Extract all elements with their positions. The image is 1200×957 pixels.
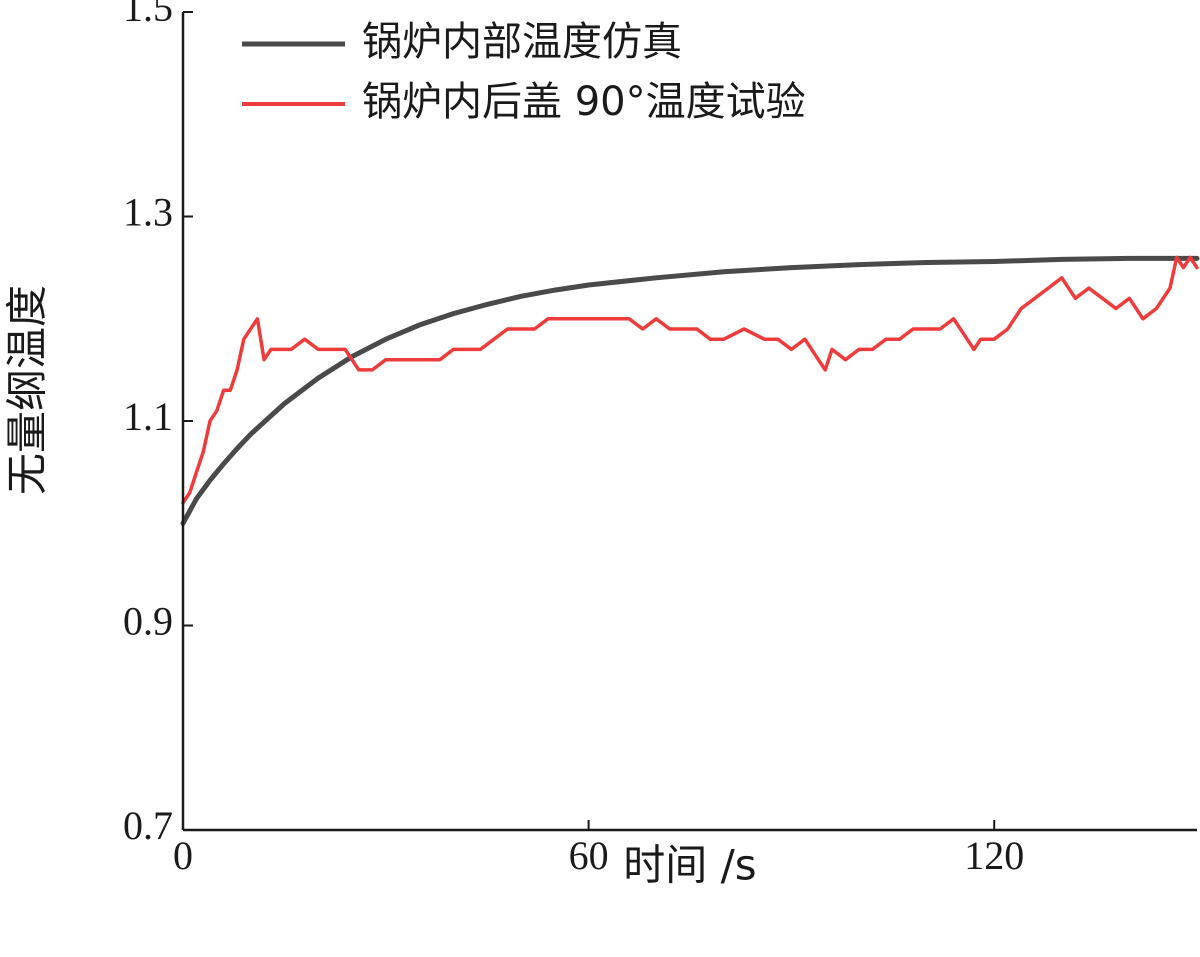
y-tick-label: 0.9 — [123, 599, 173, 644]
x-tick-label: 120 — [964, 833, 1024, 878]
legend-label-1: 锅炉内部温度仿真 — [362, 19, 682, 65]
axis-ticks: 0.7 0.9 1.1 1.3 1.5 0 60 120 — [123, 0, 1024, 878]
plot-lines — [180, 255, 1200, 526]
y-tick-label: 1.1 — [123, 394, 173, 439]
y-tick-label: 1.3 — [123, 190, 173, 235]
x-tick-label: 0 — [173, 833, 193, 878]
y-axis-title: 无量纲温度 — [3, 285, 52, 495]
x-tick-label: 60 — [569, 833, 609, 878]
legend-label-2: 锅炉内后盖 90°温度试验 — [362, 79, 806, 125]
y-tick-label: 0.7 — [123, 803, 173, 848]
y-tick-label: 1.5 — [123, 0, 173, 30]
x-axis-title: 时间 /s — [623, 841, 756, 890]
series-line-1 — [180, 255, 1200, 526]
series-line-2 — [181, 255, 1199, 505]
